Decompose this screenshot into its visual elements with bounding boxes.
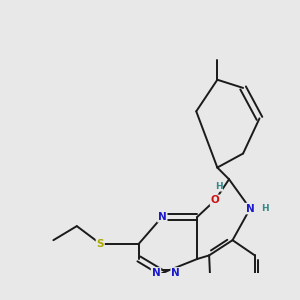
Text: N: N	[152, 268, 160, 278]
Text: O: O	[211, 195, 219, 206]
Text: H: H	[261, 204, 269, 213]
Text: S: S	[97, 239, 104, 249]
Text: N: N	[158, 212, 167, 222]
Text: N: N	[246, 204, 254, 214]
Text: H: H	[215, 182, 222, 191]
Text: N: N	[171, 268, 180, 278]
